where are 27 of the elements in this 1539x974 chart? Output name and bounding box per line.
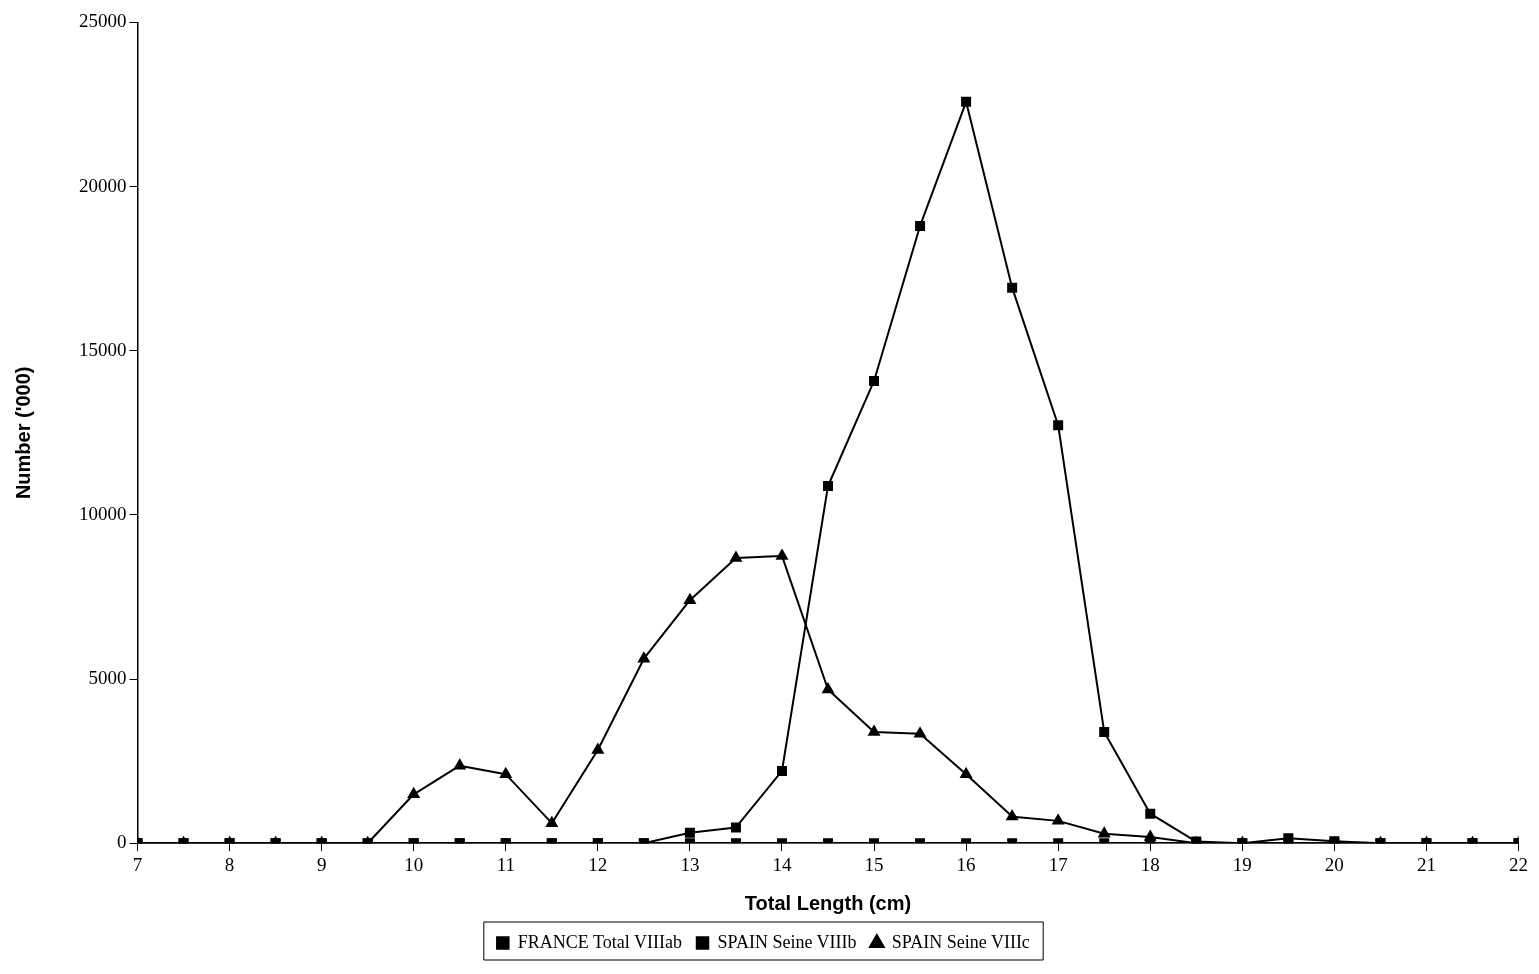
y-tick-label: 5000 (88, 667, 127, 689)
x-tick-label: 8 (224, 853, 235, 875)
legend-label: FRANCE Total VIIIab (517, 931, 682, 952)
y-tick-label: 25000 (79, 10, 127, 32)
x-tick-label: 17 (1048, 853, 1068, 875)
x-tick-label: 21 (1416, 853, 1436, 875)
x-tick-label: 13 (680, 853, 700, 875)
x-tick-label: 7 (132, 853, 143, 875)
legend-label: SPAIN Seine VIIIb (717, 931, 857, 952)
x-tick-label: 14 (772, 853, 792, 875)
x-tick-label: 15 (864, 853, 884, 875)
x-tick-label: 20 (1324, 853, 1344, 875)
y-axis-title: Number ('000) (11, 366, 34, 500)
y-tick-label: 10000 (79, 502, 127, 524)
x-tick-label: 16 (956, 853, 976, 875)
x-tick-label: 19 (1232, 853, 1252, 875)
y-tick-label: 15000 (79, 338, 127, 360)
x-tick-label: 11 (496, 853, 515, 875)
y-tick-label: 0 (117, 831, 127, 853)
x-tick-label: 9 (316, 853, 327, 875)
y-tick-label: 20000 (79, 174, 127, 196)
x-axis-title: Total Length (cm) (744, 891, 912, 914)
x-tick-label: 12 (588, 853, 608, 875)
x-tick-label: 22 (1509, 853, 1528, 875)
x-tick-label: 10 (404, 853, 424, 875)
x-tick-label: 18 (1140, 853, 1160, 875)
legend-label: SPAIN Seine VIIIc (891, 931, 1030, 952)
